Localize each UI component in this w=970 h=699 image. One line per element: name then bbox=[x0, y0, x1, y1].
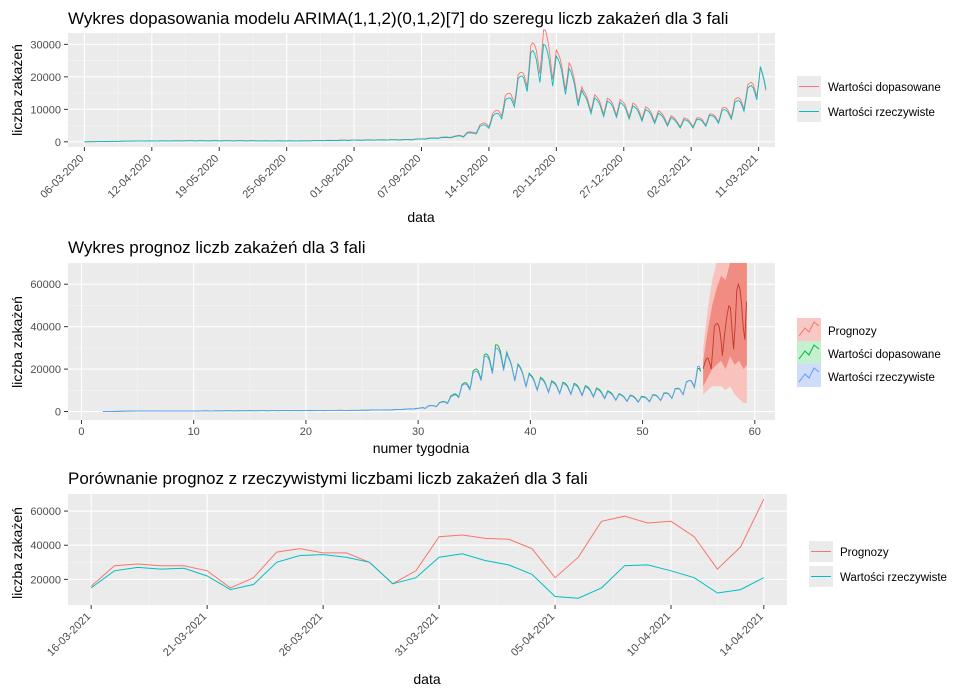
legend-label-fitted: Wartości dopasowane bbox=[828, 82, 941, 94]
comparison-chart-x-label: data bbox=[413, 671, 440, 687]
series-line-actual bbox=[90, 553, 765, 599]
legend-label-forecast: Prognozy bbox=[840, 547, 889, 559]
x-tick-label: 01-08-2020 bbox=[308, 153, 356, 201]
series-line-forecast bbox=[90, 498, 765, 589]
forecast-chart-title: Wykres prognoz liczb zakażeń dla 3 fali bbox=[68, 238, 365, 257]
fit-chart-x-ticks: 06-03-2020 12-04-2020 19-05-2020 25-06-2020… bbox=[38, 147, 761, 201]
legend-label-actual: Wartości rzeczywiste bbox=[828, 107, 935, 119]
fit-chart-title: Wykres dopasowania modelu ARIMA(1,1,2)(0… bbox=[68, 9, 728, 28]
y-tick-label: 20000 bbox=[30, 574, 61, 586]
forecast-chart-legend: Prognozy Wartości dopasowane Wartości rz… bbox=[797, 318, 941, 387]
comparison-chart-grid bbox=[68, 494, 787, 605]
legend-label-actual: Wartości rzeczywiste bbox=[828, 372, 935, 384]
legend-key-forecast-bg bbox=[797, 318, 821, 341]
forecast-chart: Wykres prognoz liczb zakażeń dla 3 fali … bbox=[9, 238, 941, 456]
comparison-chart: Porównanie prognoz z rzeczywistymi liczb… bbox=[9, 469, 947, 687]
y-tick-label: 40000 bbox=[30, 322, 61, 334]
y-tick-label: 0 bbox=[55, 137, 61, 149]
x-tick-label: 02-02-2021 bbox=[645, 153, 693, 201]
x-tick-label: 10 bbox=[188, 426, 200, 438]
x-tick-label: 30 bbox=[412, 426, 424, 438]
y-tick-label: 20000 bbox=[30, 72, 61, 84]
x-tick-label: 16-03-2021 bbox=[45, 611, 93, 659]
comparison-chart-legend: Prognozy Wartości rzeczywiste bbox=[809, 541, 947, 587]
x-tick-label: 25-06-2020 bbox=[240, 153, 288, 201]
x-tick-label: 10-04-2021 bbox=[625, 611, 673, 659]
x-tick-label: 31-03-2021 bbox=[393, 611, 441, 659]
x-tick-label: 27-12-2020 bbox=[578, 153, 626, 201]
legend-key-fitted-bg bbox=[797, 341, 821, 364]
x-tick-label: 21-03-2021 bbox=[161, 611, 209, 659]
comparison-chart-y-label: liczba zakażeń bbox=[9, 507, 25, 599]
x-tick-label: 50 bbox=[636, 426, 648, 438]
forecast-chart-y-label: liczba zakażeń bbox=[9, 296, 25, 388]
series-line-actual bbox=[102, 347, 702, 412]
x-tick-label: 26-03-2021 bbox=[277, 611, 325, 659]
x-tick-label: 12-04-2020 bbox=[106, 153, 154, 201]
y-tick-label: 10000 bbox=[30, 104, 61, 116]
fit-chart: Wykres dopasowania modelu ARIMA(1,1,2)(0… bbox=[9, 9, 941, 225]
x-tick-label: 20-11-2020 bbox=[511, 153, 559, 201]
forecast-interval-80 bbox=[703, 263, 747, 387]
comparison-chart-series bbox=[90, 498, 765, 599]
fit-chart-series bbox=[84, 29, 767, 143]
x-tick-label: 07-09-2020 bbox=[375, 153, 423, 201]
forecast-chart-grid bbox=[68, 262, 775, 420]
legend-key-actual bbox=[798, 367, 820, 383]
fit-chart-legend: Wartości dopasowane Wartości rzeczywiste bbox=[797, 76, 941, 122]
y-tick-label: 60000 bbox=[30, 506, 61, 518]
legend-label-actual: Wartości rzeczywiste bbox=[840, 572, 947, 584]
x-tick-label: 20 bbox=[300, 426, 312, 438]
x-tick-label: 40 bbox=[524, 426, 536, 438]
comparison-chart-y-ticks: 20000 40000 60000 bbox=[30, 506, 68, 586]
forecast-chart-x-label: numer tygodnia bbox=[373, 440, 470, 456]
fit-chart-x-label: data bbox=[407, 209, 434, 225]
x-tick-label: 19-05-2020 bbox=[173, 153, 221, 201]
y-tick-label: 30000 bbox=[30, 39, 61, 51]
fit-chart-y-ticks: 0 10000 20000 30000 bbox=[30, 39, 68, 149]
x-tick-label: 05-04-2021 bbox=[509, 611, 557, 659]
forecast-chart-series bbox=[102, 282, 747, 412]
comparison-chart-panel bbox=[68, 494, 787, 605]
fit-chart-y-label: liczba zakażeń bbox=[9, 44, 25, 136]
x-tick-label: 14-10-2020 bbox=[443, 153, 491, 201]
x-tick-label: 11-03-2021 bbox=[713, 153, 761, 201]
legend-label-forecast: Prognozy bbox=[828, 326, 877, 338]
legend-key-actual-bg bbox=[797, 364, 821, 387]
fit-chart-grid bbox=[68, 33, 775, 147]
legend-key-fitted bbox=[798, 344, 820, 360]
legend-key-forecast bbox=[798, 321, 820, 337]
y-tick-label: 40000 bbox=[30, 540, 61, 552]
forecast-chart-x-ticks: 0 10 20 30 40 50 60 bbox=[78, 420, 761, 438]
x-tick-label: 0 bbox=[78, 426, 84, 438]
y-tick-label: 20000 bbox=[30, 364, 61, 376]
x-tick-label: 60 bbox=[749, 426, 761, 438]
x-tick-label: 06-03-2020 bbox=[38, 153, 86, 201]
series-line-forecast bbox=[702, 282, 747, 370]
y-tick-label: 60000 bbox=[30, 279, 61, 291]
forecast-chart-panel bbox=[68, 263, 775, 420]
series-line-actual bbox=[84, 43, 767, 143]
comparison-chart-title: Porównanie prognoz z rzeczywistymi liczb… bbox=[68, 469, 588, 488]
forecast-chart-y-ticks: 0 20000 40000 60000 bbox=[30, 279, 68, 419]
legend-label-fitted: Wartości dopasowane bbox=[828, 349, 941, 361]
x-tick-label: 14-04-2021 bbox=[718, 611, 766, 659]
y-tick-label: 0 bbox=[55, 407, 61, 419]
comparison-chart-x-ticks: 16-03-2021 21-03-2021 26-03-2021 31-03-2021… bbox=[45, 605, 766, 659]
